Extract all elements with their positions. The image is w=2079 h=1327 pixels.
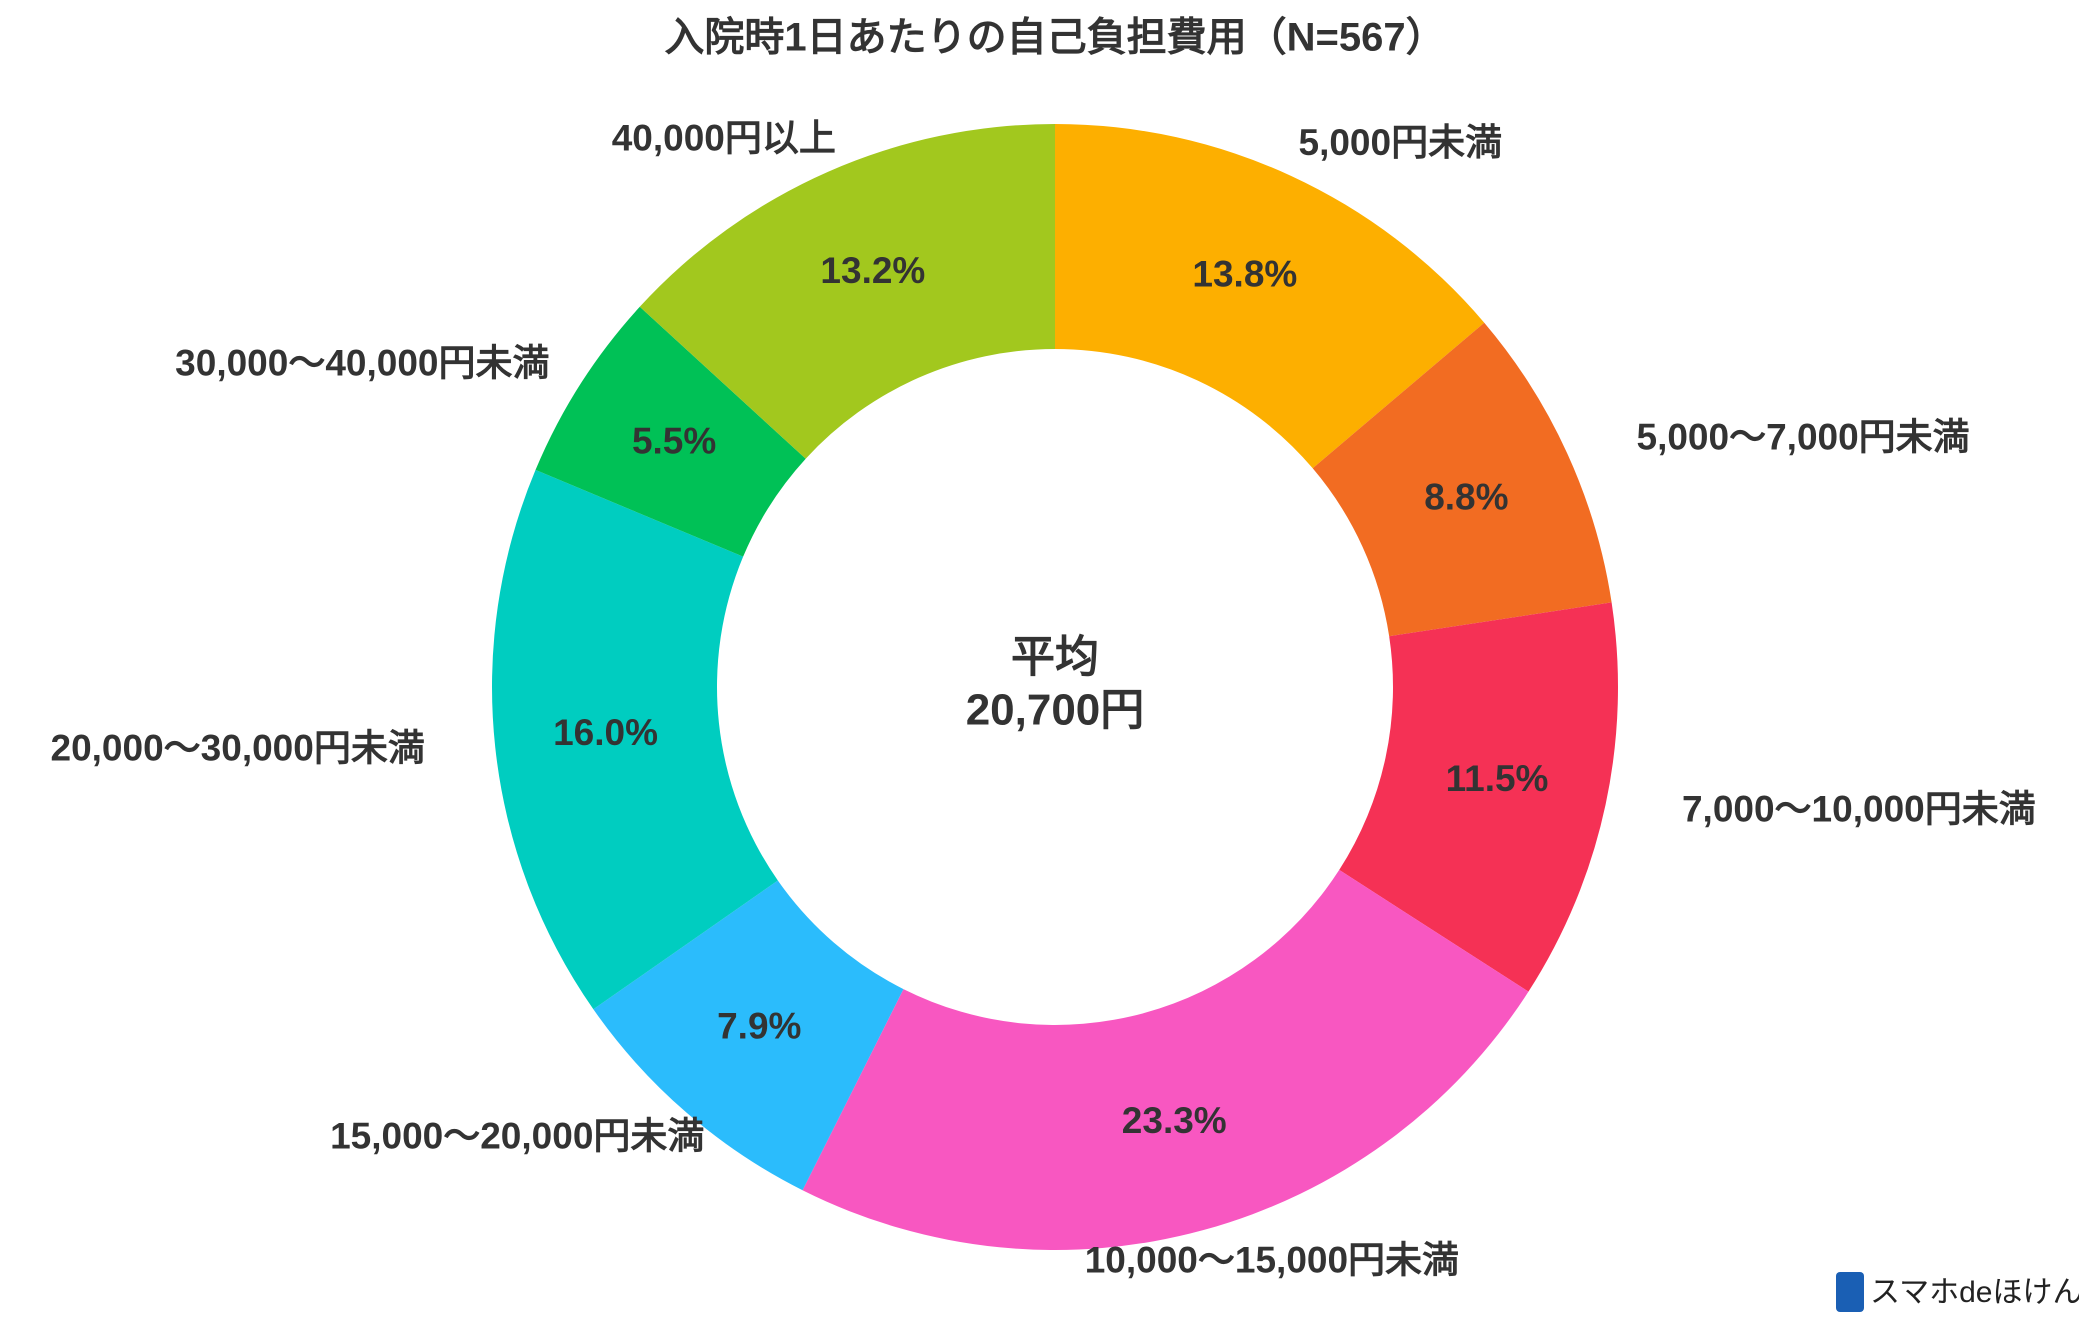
value-label: 13.8% bbox=[1192, 254, 1297, 295]
brand-logo: スマホdeほけん bbox=[1836, 1272, 2079, 1312]
donut-slice bbox=[1339, 602, 1618, 992]
donut-slice bbox=[491, 469, 778, 1010]
donut-slice bbox=[1055, 124, 1485, 469]
chart-title: 入院時1日あたりの自己負担費用（N=567） bbox=[664, 16, 1445, 60]
category-label: 7,000～10,000円未満 bbox=[1682, 789, 2036, 830]
value-label: 7.9% bbox=[717, 1006, 801, 1047]
brand-text: スマホdeほけん bbox=[1870, 1276, 2079, 1309]
value-label: 11.5% bbox=[1446, 758, 1549, 799]
category-label: 5,000～7,000円未満 bbox=[1637, 416, 1970, 457]
value-label: 23.3% bbox=[1122, 1100, 1227, 1141]
value-label: 16.0% bbox=[553, 712, 658, 753]
category-label: 5,000円未満 bbox=[1299, 122, 1503, 163]
donut-slice bbox=[593, 880, 904, 1191]
donut-slice bbox=[1312, 322, 1612, 637]
center-label: 20,700円 bbox=[966, 686, 1145, 735]
category-label: 15,000～20,000円未満 bbox=[330, 1115, 704, 1156]
brand-icon bbox=[1836, 1272, 1864, 1312]
donut-slice bbox=[802, 869, 1529, 1251]
category-label: 20,000～30,000円未満 bbox=[51, 727, 425, 768]
category-label: 30,000～40,000円未満 bbox=[175, 342, 549, 383]
category-label: 10,000～15,000円未満 bbox=[1085, 1240, 1459, 1281]
value-label: 5.5% bbox=[632, 420, 716, 461]
donut-slice bbox=[639, 124, 1055, 459]
center-label: 平均 bbox=[1011, 633, 1099, 682]
value-label: 13.2% bbox=[820, 250, 925, 291]
category-label: 40,000円以上 bbox=[612, 117, 836, 158]
value-label: 8.8% bbox=[1424, 476, 1508, 517]
donut-slice bbox=[535, 306, 806, 557]
